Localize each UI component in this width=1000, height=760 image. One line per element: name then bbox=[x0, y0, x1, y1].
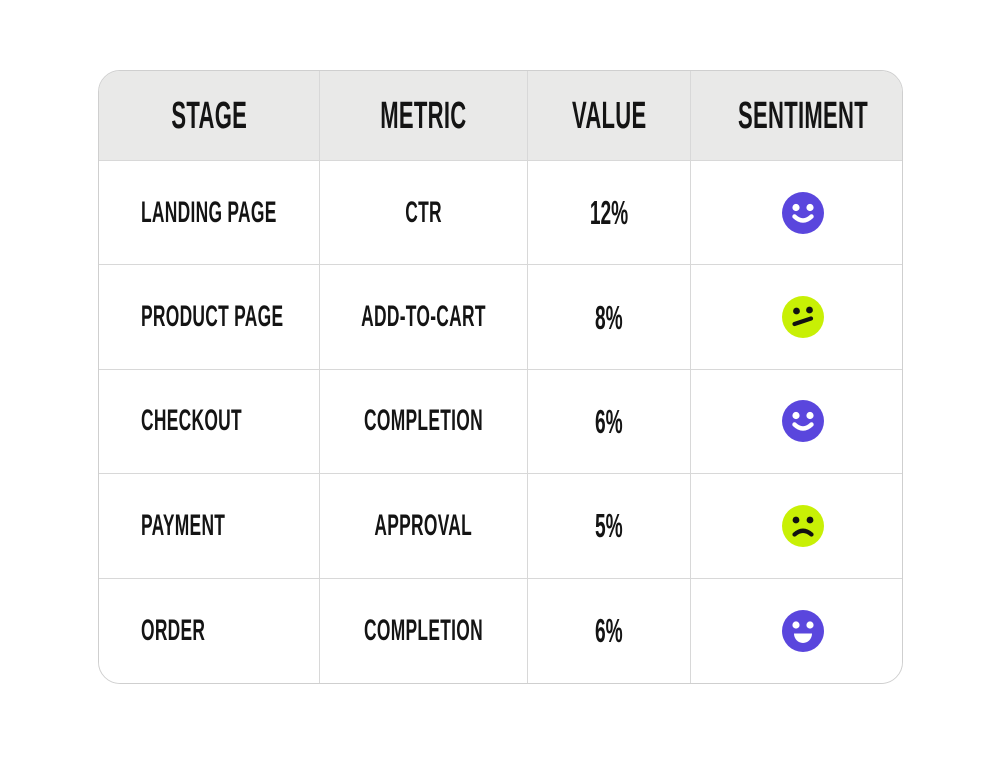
happy-face-icon bbox=[781, 399, 825, 443]
cell-stage: ORDER bbox=[99, 578, 320, 683]
header-cell-value: VALUE bbox=[528, 71, 691, 161]
value-label: 6% bbox=[595, 402, 623, 440]
cell-metric: COMPLETION bbox=[320, 578, 528, 683]
value-label: 6% bbox=[595, 612, 623, 650]
metric-label: ADD-TO-CART bbox=[361, 300, 486, 334]
stage-label: PRODUCT PAGE bbox=[141, 300, 284, 334]
header-cell-sentiment: SENTIMENT bbox=[691, 71, 902, 161]
stage-label: PAYMENT bbox=[141, 508, 226, 542]
happy-face-icon bbox=[781, 191, 825, 235]
cell-sentiment bbox=[691, 369, 902, 475]
header-cell-metric: METRIC bbox=[320, 71, 528, 161]
cell-value: 8% bbox=[528, 265, 691, 370]
column-header-sentiment-label: SENTIMENT bbox=[738, 94, 869, 137]
cell-metric: CTR bbox=[320, 161, 528, 266]
header-cell-stage: STAGE bbox=[99, 71, 320, 161]
confused-face-icon bbox=[781, 295, 825, 339]
sad-face-icon bbox=[781, 504, 825, 548]
cell-stage: PRODUCT PAGE bbox=[99, 265, 320, 370]
value-label: 8% bbox=[595, 298, 623, 336]
column-header-value-label: VALUE bbox=[571, 94, 647, 137]
metric-label: CTR bbox=[405, 195, 442, 229]
value-label: 5% bbox=[595, 507, 623, 545]
cell-metric: APPROVAL bbox=[320, 474, 528, 579]
cell-value: 12% bbox=[528, 161, 691, 266]
cell-stage: LANDING PAGE bbox=[99, 161, 320, 266]
stage-label: ORDER bbox=[141, 613, 206, 647]
metric-label: COMPLETION bbox=[364, 404, 483, 438]
column-header-metric-label: METRIC bbox=[380, 94, 467, 137]
cell-metric: COMPLETION bbox=[320, 369, 528, 475]
stage-label: LANDING PAGE bbox=[141, 195, 277, 229]
cell-sentiment bbox=[691, 474, 902, 579]
cell-sentiment bbox=[691, 265, 902, 370]
cell-stage: CHECKOUT bbox=[99, 369, 320, 475]
cell-value: 6% bbox=[528, 369, 691, 475]
cell-value: 6% bbox=[528, 578, 691, 683]
cell-value: 5% bbox=[528, 474, 691, 579]
value-label: 12% bbox=[589, 194, 629, 232]
cell-sentiment bbox=[691, 161, 902, 266]
stage-label: CHECKOUT bbox=[141, 404, 242, 438]
cell-stage: PAYMENT bbox=[99, 474, 320, 579]
cell-metric: ADD-TO-CART bbox=[320, 265, 528, 370]
metric-label: COMPLETION bbox=[364, 613, 483, 647]
cell-sentiment bbox=[691, 578, 902, 683]
grin-face-icon bbox=[781, 609, 825, 653]
funnel-metrics-table: STAGE METRIC VALUE SENTIMENT LANDING PAG… bbox=[98, 70, 903, 684]
metric-label: APPROVAL bbox=[374, 508, 473, 542]
column-header-stage-label: STAGE bbox=[171, 94, 247, 137]
